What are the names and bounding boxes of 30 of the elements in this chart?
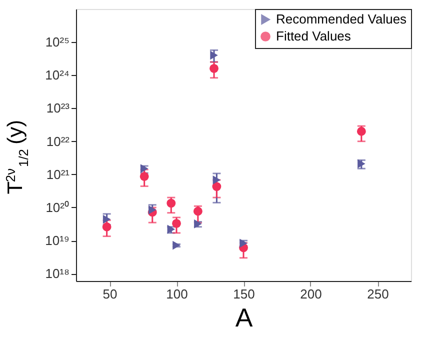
y-axis-title: T2ν1/2 (y) — [3, 120, 31, 194]
x-tick-label: 50 — [102, 286, 118, 302]
point — [166, 198, 176, 208]
x-axis-title: A — [235, 302, 254, 332]
x-tick-label: 100 — [166, 286, 188, 302]
point — [172, 240, 180, 250]
y-tick-label: 10¹⁹ — [45, 233, 70, 248]
legend-label: Recommended Values — [276, 12, 408, 26]
point — [212, 175, 221, 184]
point — [210, 64, 218, 73]
point — [356, 126, 366, 136]
y-tick-label: 10²⁵ — [45, 34, 70, 50]
point — [102, 214, 111, 224]
point — [193, 206, 202, 216]
y-tick-label: 10²² — [46, 134, 70, 149]
point — [140, 172, 149, 181]
legend-label: Fitted Values — [276, 28, 352, 44]
point — [194, 219, 202, 228]
y-tick-label: 10¹⁸ — [45, 266, 70, 282]
x-tick-label: 200 — [300, 286, 322, 302]
y-tick-label: 10²¹ — [46, 166, 70, 182]
y-tick-label: 10²³ — [46, 100, 70, 116]
x-tick-label: 250 — [367, 286, 389, 302]
point — [172, 218, 181, 228]
y-tick-label: 10²⁴ — [45, 68, 70, 83]
point — [212, 182, 222, 191]
point — [102, 222, 112, 232]
y-tick-label: 10²⁰ — [46, 200, 70, 215]
x-tick-label: 150 — [233, 286, 255, 302]
point — [210, 50, 218, 60]
